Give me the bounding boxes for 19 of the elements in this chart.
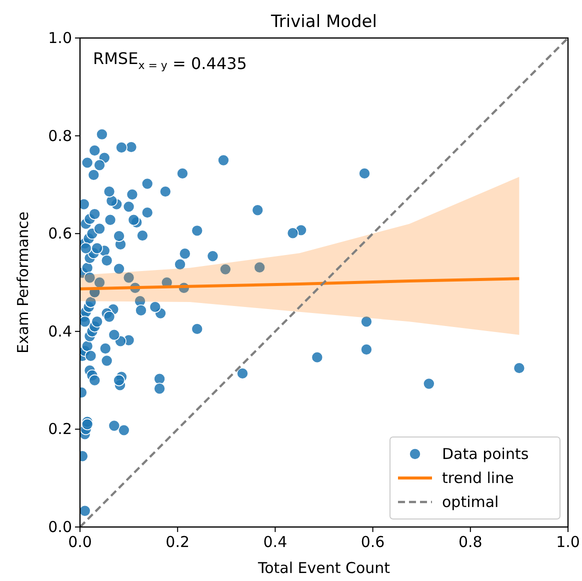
- x-tick-label: 0.2: [166, 533, 190, 551]
- y-tick-label: 0.6: [48, 224, 72, 243]
- x-tick-label: 0.6: [360, 533, 385, 551]
- y-tick-label: 1.0: [48, 29, 72, 47]
- chart-title: Trivial Model: [270, 12, 377, 32]
- x-tick-label: 1.0: [556, 533, 580, 551]
- y-tick-label: 0.2: [48, 420, 72, 438]
- x-tick-label: 0.0: [68, 533, 92, 551]
- y-tick-label: 0.4: [48, 322, 72, 340]
- x-axis-title: Total Event Count: [256, 559, 390, 577]
- y-tick-label: 0.0: [48, 518, 72, 536]
- annotation: RMSE$_{x = y}$ = 0.4435: [93, 49, 247, 73]
- legend-label: Data points: [442, 445, 529, 463]
- y-axis-title: Exam Performance: [14, 212, 32, 354]
- x-tick-label: 0.4: [263, 533, 288, 551]
- y-tick-label: 0.8: [48, 126, 72, 145]
- x-tick-label: 0.8: [458, 533, 482, 551]
- legend-label: optimal: [442, 493, 499, 511]
- legend-label: trend line: [442, 469, 514, 487]
